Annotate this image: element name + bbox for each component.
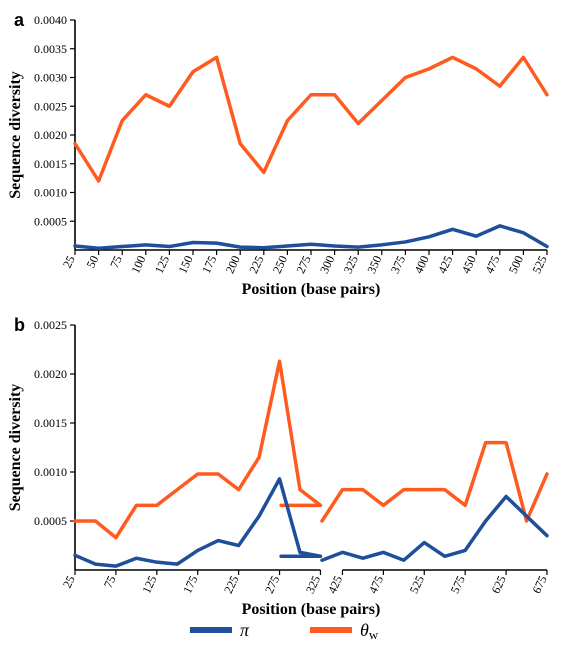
x-tick-label-group: 575 (448, 573, 468, 595)
x-tick-label-group: 150 (175, 253, 195, 275)
x-tick-label-group: 250 (270, 253, 290, 275)
y-tick-label: 0.0005 (34, 514, 67, 528)
x-tick-label: 400 (411, 253, 431, 275)
x-tick-label: 250 (270, 253, 290, 275)
x-tick-label-group: 275 (262, 573, 282, 595)
legend-label: θw (360, 620, 379, 642)
x-tick-label: 500 (506, 253, 526, 275)
x-tick-label: 325 (303, 573, 323, 595)
x-tick-label: 225 (246, 253, 266, 275)
x-tick-label: 350 (364, 253, 384, 275)
series-theta_w (75, 57, 547, 181)
x-tick-label: 25 (60, 573, 78, 590)
x-tick-label: 675 (529, 573, 549, 595)
x-tick-label: 375 (388, 253, 408, 275)
y-tick-label: 0.0035 (34, 42, 67, 56)
x-axis-label: Position (base pairs) (242, 281, 381, 298)
x-tick-label: 325 (341, 253, 361, 275)
x-tick-label: 425 (325, 573, 345, 595)
y-tick-label: 0.0025 (34, 318, 67, 332)
x-tick-label-group: 500 (506, 253, 526, 275)
x-tick-label: 150 (175, 253, 195, 275)
y-tick-label: 0.0040 (34, 13, 67, 27)
x-tick-label-group: 125 (152, 253, 172, 275)
y-tick-label: 0.0005 (34, 214, 67, 228)
series-theta_w (322, 443, 547, 521)
x-tick-label: 450 (459, 253, 479, 275)
y-tick-label: 0.0010 (34, 186, 67, 200)
x-tick-label: 575 (448, 573, 468, 595)
x-tick-label: 125 (152, 253, 172, 275)
x-tick-label: 125 (139, 573, 159, 595)
y-tick-label: 0.0030 (34, 71, 67, 85)
x-tick-label-group: 350 (364, 253, 384, 275)
x-tick-label-group: 325 (303, 573, 323, 595)
series-theta_w (75, 361, 320, 537)
y-tick-label: 0.0010 (34, 465, 67, 479)
y-tick-label: 0.0020 (34, 367, 67, 381)
x-tick-label: 275 (293, 253, 313, 275)
x-tick-label: 275 (262, 573, 282, 595)
x-tick-label: 225 (221, 573, 241, 595)
x-tick-label-group: 100 (128, 253, 148, 275)
x-tick-label: 300 (317, 253, 337, 275)
legend-label: π (240, 620, 250, 640)
x-tick-label-group: 75 (101, 573, 119, 590)
panel-letter: b (14, 315, 25, 335)
x-tick-label: 75 (107, 253, 125, 270)
x-tick-label: 50 (84, 253, 102, 270)
y-tick-label: 0.0015 (34, 157, 67, 171)
x-tick-label: 425 (435, 253, 455, 275)
series-pi (75, 226, 547, 248)
y-tick-label: 0.0025 (34, 99, 67, 113)
x-tick-label-group: 525 (529, 253, 549, 275)
x-tick-label-group: 300 (317, 253, 337, 275)
x-tick-label: 625 (489, 573, 509, 595)
x-tick-label-group: 75 (107, 253, 125, 270)
x-tick-label-group: 275 (293, 253, 313, 275)
x-tick-label: 25 (60, 253, 78, 270)
x-tick-label: 475 (482, 253, 502, 275)
x-tick-label-group: 525 (407, 573, 427, 595)
x-tick-label-group: 625 (489, 573, 509, 595)
x-tick-label-group: 675 (529, 573, 549, 595)
x-tick-label-group: 225 (221, 573, 241, 595)
x-tick-label-group: 175 (199, 253, 219, 275)
x-tick-label-group: 25 (60, 253, 78, 270)
y-axis-label: Sequence diversity (7, 384, 24, 512)
x-tick-label-group: 475 (482, 253, 502, 275)
x-tick-label-group: 200 (223, 253, 243, 275)
x-tick-label-group: 375 (388, 253, 408, 275)
x-tick-label-group: 475 (366, 573, 386, 595)
x-tick-label: 175 (199, 253, 219, 275)
x-tick-label-group: 450 (459, 253, 479, 275)
x-tick-label-group: 50 (84, 253, 102, 270)
x-tick-label: 525 (407, 573, 427, 595)
x-tick-label: 475 (366, 573, 386, 595)
x-tick-label: 75 (101, 573, 119, 590)
y-tick-label: 0.0015 (34, 416, 67, 430)
x-tick-label-group: 175 (180, 573, 200, 595)
x-tick-label-group: 125 (139, 573, 159, 595)
x-axis-label: Position (base pairs) (242, 601, 381, 618)
x-tick-label: 525 (529, 253, 549, 275)
y-tick-label: 0.0020 (34, 128, 67, 142)
x-tick-label-group: 425 (325, 573, 345, 595)
figure-svg: 0.0005 0.0010 0.0015 0.0020 0.0025 0.0030 0.00… (0, 0, 567, 647)
x-tick-label: 100 (128, 253, 148, 275)
series-pi (322, 497, 547, 561)
x-tick-label: 175 (180, 573, 200, 595)
x-tick-label-group: 25 (60, 573, 78, 590)
x-tick-label-group: 225 (246, 253, 266, 275)
panel-letter: a (14, 10, 25, 30)
series-pi (75, 479, 320, 566)
x-tick-label-group: 425 (435, 253, 455, 275)
x-tick-label-group: 400 (411, 253, 431, 275)
x-tick-label-group: 325 (341, 253, 361, 275)
x-tick-label: 200 (223, 253, 243, 275)
figure: 0.0005 0.0010 0.0015 0.0020 0.0025 0.0030 0.00… (0, 0, 567, 647)
y-axis-label: Sequence diversity (7, 71, 24, 199)
